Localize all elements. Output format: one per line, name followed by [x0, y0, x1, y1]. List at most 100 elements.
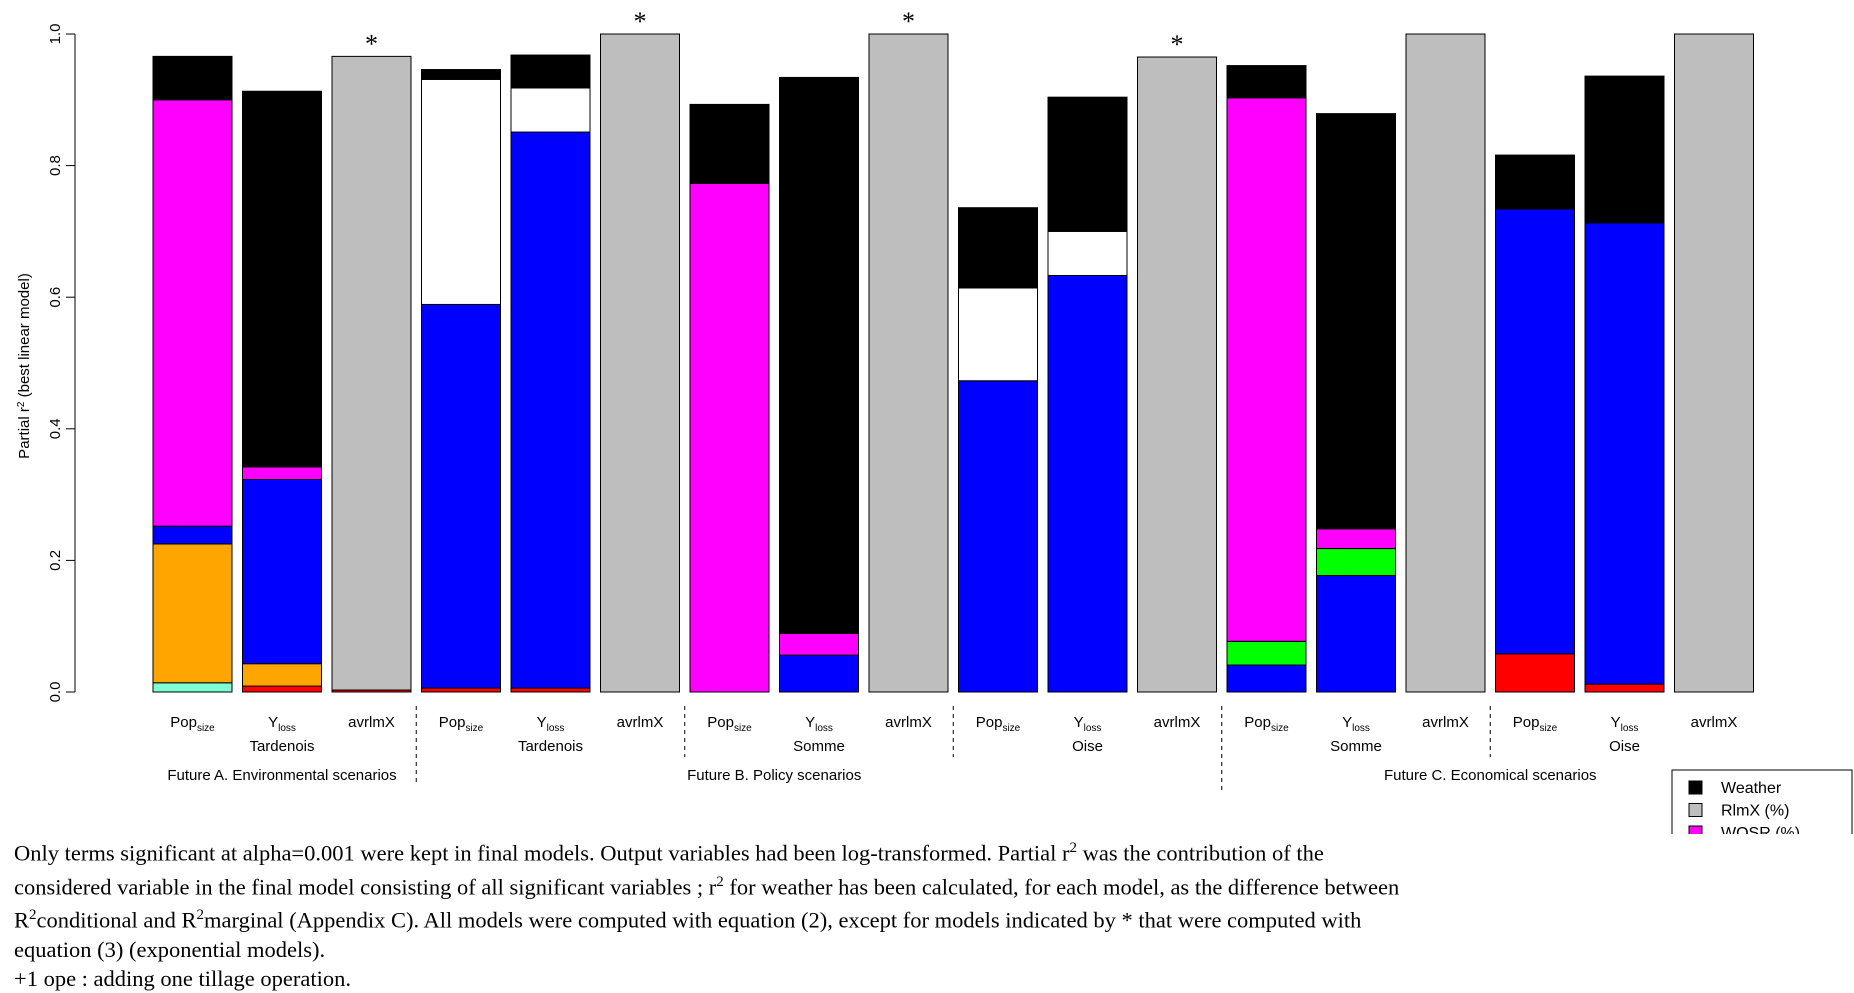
- x-tick-labels: Popsize Yloss avrlmX Popsize Yloss avrlmX Pops…: [170, 714, 1737, 734]
- bar-16: [1495, 154, 1575, 693]
- y-tick-label: 0.0: [47, 682, 64, 703]
- bar-segment-rlmx: [1137, 56, 1217, 693]
- x-tick-label: Yloss: [1611, 714, 1639, 734]
- y-tick-label: 0.6: [47, 287, 64, 308]
- significance-star: *: [365, 29, 378, 58]
- significance-star: *: [634, 7, 647, 36]
- bar-segment-wosr: [152, 99, 233, 527]
- bar-segment-lev-qr: [1584, 222, 1665, 685]
- legend-swatch: [1688, 803, 1703, 817]
- region-label: Tardenois: [249, 738, 314, 755]
- bar-segment-weather: [242, 90, 322, 468]
- bar-segment-wosr: [242, 466, 322, 480]
- x-tick-label: avrlmX: [885, 714, 932, 731]
- x-tick-label: Popsize: [707, 714, 752, 734]
- bar-14: [1316, 113, 1396, 693]
- region-label: Tardenois: [518, 738, 583, 755]
- bar-segment-sowing-date: [1584, 683, 1665, 693]
- bar-segment-lev-qr: [1316, 575, 1396, 693]
- bar-8: [779, 76, 859, 693]
- significance-star: *: [902, 7, 915, 36]
- bar-segment-rlmx: [868, 33, 949, 693]
- bar-15: [1405, 33, 1486, 693]
- x-tick-label: Popsize: [976, 714, 1021, 734]
- bar-segment-sowing-date: [1495, 653, 1575, 693]
- bar-segment-weather: [1584, 75, 1665, 224]
- region-label: Somme: [1330, 738, 1382, 755]
- bar-segment-weather: [510, 54, 591, 89]
- legend-label: WOSR (%): [1721, 825, 1800, 834]
- bar-segment-weather: [1226, 65, 1307, 99]
- bar-segment-sowing-date: [242, 685, 322, 693]
- bar-segment-lev-qr: [779, 654, 859, 693]
- caption-line-3: R2conditional and R2marginal (Appendix C…: [14, 907, 1362, 933]
- bar-segment-tillage: [242, 663, 322, 687]
- x-tick-label: Popsize: [1513, 714, 1558, 734]
- group-separators: [415, 706, 1491, 790]
- bar-segment-lev-qr: [1495, 208, 1575, 655]
- region-labels: Tardenois Tardenois Somme Oise Somme Oise: [249, 738, 1639, 755]
- region-label: Oise: [1072, 738, 1103, 755]
- x-tick-label: avrlmX: [1422, 714, 1469, 731]
- bar-segment-nautumn: [421, 78, 501, 305]
- bar-segment-nautumn: [1047, 230, 1128, 276]
- bar-1: [152, 55, 233, 693]
- bar-segment-rlmx: [600, 33, 680, 693]
- stacked-bar-chart: 0.0 0.2 0.4 0.6 0.8 1.0 Partial r2 (best line…: [16, 7, 1853, 834]
- bar-segment-rlmx: [331, 55, 412, 691]
- legend-swatch: [1688, 825, 1703, 834]
- significance-stars: * * * *: [365, 7, 1184, 59]
- bar-segment-weather: [779, 76, 859, 634]
- bar-4: [421, 69, 501, 693]
- x-tick-label: Popsize: [439, 714, 484, 734]
- bar-segment-fungicide: [1316, 548, 1396, 577]
- bar-segment-lev-qr: [152, 525, 233, 545]
- significance-star: *: [1171, 30, 1184, 59]
- y-axis-label: Partial r2 (best linear model): [16, 273, 34, 459]
- future-labels: Future A. Environmental scenarios Future …: [167, 767, 1596, 784]
- bar-segment-fungicide: [1226, 640, 1307, 666]
- x-tick-label: Yloss: [537, 714, 565, 734]
- bar-7: [689, 103, 770, 693]
- bar-segment-weather: [421, 69, 501, 80]
- x-tick-label: avrlmX: [348, 714, 395, 731]
- bar-segment-lev-qr: [958, 380, 1038, 693]
- bar-9: [868, 33, 949, 693]
- bar-segment-wosr: [1316, 528, 1396, 550]
- bars: [152, 33, 1754, 693]
- bar-segment-weather: [1495, 154, 1575, 210]
- x-tick-label: Popsize: [170, 714, 215, 734]
- future-label: Future C. Economical scenarios: [1384, 767, 1597, 784]
- bar-5: [510, 54, 591, 693]
- bar-13: [1226, 65, 1307, 693]
- region-label: Oise: [1609, 738, 1640, 755]
- caption-line-5: +1 ope : adding one tillage operation.: [14, 965, 351, 991]
- bar-segment-weather: [1316, 113, 1396, 530]
- bar-3: [331, 55, 412, 693]
- caption-line-1: Only terms significant at alpha=0.001 we…: [14, 840, 1324, 866]
- bar-segment-sowing-date: [510, 687, 591, 693]
- x-tick-label: avrlmX: [617, 714, 664, 731]
- bar-segment-sowing-date: [421, 687, 501, 693]
- legend-swatch: [1688, 780, 1703, 795]
- caption-line-2: considered variable in the final model c…: [14, 873, 1400, 900]
- bar-segment-lev-qr: [1047, 274, 1128, 693]
- legend-label: Weather: [1721, 780, 1782, 797]
- bar-segment-wosr: [779, 632, 859, 656]
- bar-segment-weather: [1047, 96, 1128, 232]
- bar-segment-wosr: [1226, 97, 1307, 642]
- bar-18: [1674, 33, 1754, 693]
- x-tick-label: Yloss: [1074, 714, 1102, 734]
- y-tick-label: 1.0: [47, 24, 64, 45]
- bar-10: [958, 207, 1038, 693]
- legend-label: RlmX (%): [1721, 803, 1789, 820]
- bar-segment-wosr: [689, 182, 770, 693]
- x-tick-label: avrlmX: [1154, 714, 1201, 731]
- bar-segment-weather: [689, 103, 770, 184]
- x-tick-label: Yloss: [805, 714, 833, 734]
- figure-caption: Only terms significant at alpha=0.001 we…: [14, 834, 1674, 993]
- x-tick-label: avrlmX: [1691, 714, 1738, 731]
- future-label: Future A. Environmental scenarios: [167, 767, 396, 784]
- y-tick-label: 0.8: [47, 155, 64, 176]
